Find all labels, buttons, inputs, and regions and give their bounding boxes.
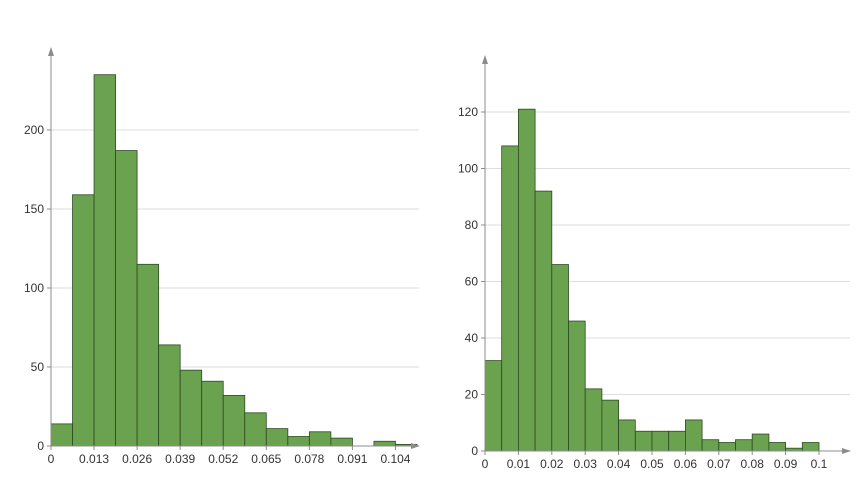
histogram-bar	[568, 320, 586, 452]
histogram-bar	[244, 412, 267, 447]
y-tick-label: 0	[471, 444, 478, 458]
histogram-bar	[701, 439, 720, 452]
histogram-bar	[768, 442, 787, 452]
y-tick-label: 20	[465, 388, 479, 402]
x-tick-label: 0	[48, 452, 55, 466]
histogram-bar	[265, 428, 289, 447]
x-tick-label: 0.05	[640, 457, 664, 471]
y-axis-arrow-icon	[48, 47, 54, 56]
histogram-bar	[484, 360, 503, 452]
x-tick-label: 0.013	[79, 452, 109, 466]
histogram-left: 0 50 100 150 200 0 0.013 0.026 0.039 0.052 0.065 0.…	[24, 47, 420, 466]
x-tick-label: 0.08	[741, 457, 765, 471]
histogram-bar	[201, 380, 224, 447]
histogram-bar	[668, 430, 686, 452]
histogram-bar	[50, 423, 73, 447]
histogram-bar	[330, 437, 353, 447]
histogram-bar	[179, 369, 203, 447]
x-tick-label: 0.02	[540, 457, 564, 471]
histogram-bar	[518, 108, 536, 452]
y-tick-label: 100	[458, 162, 478, 176]
y-tick-label: 0	[37, 439, 44, 453]
y-tick-label: 80	[465, 218, 479, 232]
histogram-bar	[601, 399, 620, 452]
x-axis-arrow-icon	[411, 443, 420, 449]
histogram-bar	[534, 190, 553, 452]
histogram-bar	[634, 430, 653, 452]
histogram-bar	[735, 439, 753, 452]
x-tick-label: 0.06	[674, 457, 698, 471]
y-tick-label: 200	[24, 123, 44, 137]
y-tick-label: 100	[24, 281, 44, 295]
histogram-bar	[685, 419, 703, 452]
histogram-bar	[72, 194, 95, 447]
x-tick-label: 0.078	[294, 452, 324, 466]
x-tick-label: 0.104	[380, 452, 410, 466]
y-tick-label: 120	[458, 105, 478, 119]
x-tick-label: 0.091	[337, 452, 367, 466]
y-axis-arrow-icon	[482, 55, 488, 64]
x-tick-label: 0.09	[774, 457, 798, 471]
histogram-bar	[308, 431, 332, 447]
x-tick-label: 0.07	[707, 457, 731, 471]
histogram-bar	[501, 145, 519, 452]
x-tick-label: 0.04	[607, 457, 631, 471]
histogram-bar	[651, 430, 670, 452]
x-tick-label: 0.1	[811, 457, 828, 471]
histogram-bar	[618, 419, 636, 452]
histogram-bar	[373, 440, 396, 447]
histogram-bar	[93, 74, 116, 447]
histogram-bar	[222, 395, 246, 447]
y-tick-label: 50	[31, 360, 45, 374]
histogram-bar	[115, 150, 138, 447]
histogram-right: 0 20 40 60 80 100 120 0 0.01 0.02 0.03 0.04 0.05 0.06…	[458, 55, 851, 471]
x-tick-label: 0.065	[251, 452, 281, 466]
x-tick-label: 0.026	[122, 452, 152, 466]
histogram-bar	[801, 442, 820, 452]
y-tick-label: 60	[465, 275, 479, 289]
histogram-bar	[551, 264, 569, 452]
y-tick-label: 40	[465, 331, 479, 345]
histogram-bar	[158, 344, 181, 447]
x-tick-label: 0.052	[208, 452, 238, 466]
histogram-bar	[584, 388, 603, 452]
x-tick-label: 0	[482, 457, 489, 471]
x-axis-arrow-icon	[842, 448, 851, 454]
x-tick-label: 0.01	[507, 457, 531, 471]
x-tick-label: 0.039	[165, 452, 195, 466]
histogram-bar	[287, 436, 310, 447]
histogram-bar	[751, 433, 770, 452]
histogram-bar	[136, 263, 160, 447]
histogram-bar	[718, 442, 736, 452]
y-tick-label: 150	[24, 202, 44, 216]
x-tick-label: 0.03	[574, 457, 598, 471]
